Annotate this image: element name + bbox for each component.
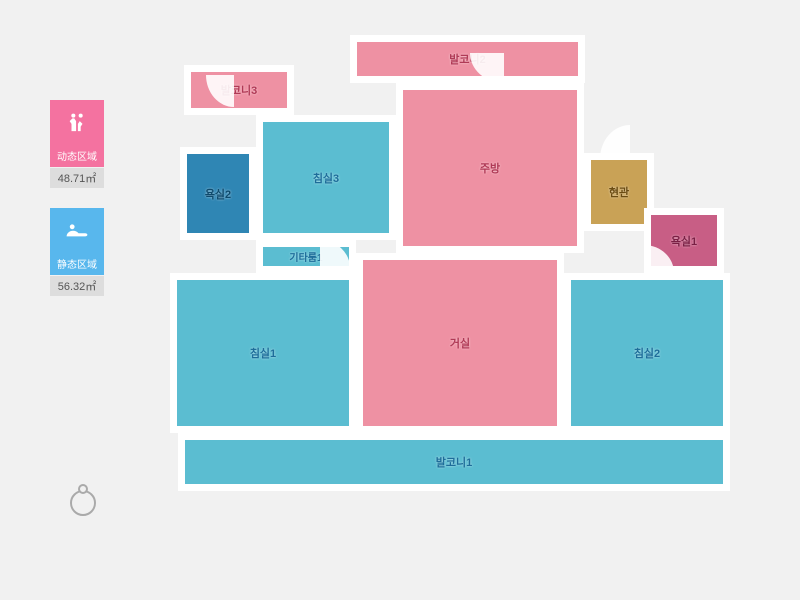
floorplan: 발코니2 발코니3 침실3 욕실2 주방현관기타룸1 욕실1 거실침실1 침실2 발코니1 [170, 35, 750, 555]
room-label-living: 거실 [450, 335, 470, 351]
legend-dynamic-label: 动态区域 [50, 144, 104, 167]
room-label-entry: 현관 [609, 184, 629, 200]
room-balcony1: 발코니1 [178, 433, 730, 491]
legend-static: 静态区域 56.32㎡ [50, 208, 104, 296]
room-label-bath1: 욕실1 [671, 233, 697, 249]
legend-static-value: 56.32㎡ [50, 276, 104, 296]
room-label-room2: 침실2 [634, 345, 660, 361]
room-balcony3: 발코니3 [184, 65, 294, 115]
room-label-room1: 침실1 [250, 345, 276, 361]
room-label-etc1: 기타룸1 [289, 249, 322, 264]
dynamic-zone-icon [50, 100, 104, 144]
room-label-bath2: 욕실2 [205, 186, 231, 202]
static-zone-icon [50, 208, 104, 252]
room-kitchen: 주방 [396, 83, 584, 253]
legend-dynamic: 动态区域 48.71㎡ [50, 100, 104, 188]
room-living: 거실 [356, 253, 564, 433]
room-label-kitchen: 주방 [480, 160, 500, 176]
legend-panel: 动态区域 48.71㎡ 静态区域 56.32㎡ [50, 100, 110, 316]
room-label-room3: 침실3 [313, 170, 339, 186]
room-room2: 침실2 [564, 273, 730, 433]
compass-icon [70, 490, 96, 516]
room-balcony2: 발코니2 [350, 35, 585, 83]
legend-static-label: 静态区域 [50, 252, 104, 275]
room-room1: 침실1 [170, 273, 356, 433]
room-room3: 침실3 [256, 115, 396, 240]
legend-dynamic-value: 48.71㎡ [50, 168, 104, 188]
door-swing [600, 125, 630, 159]
room-label-balcony1: 발코니1 [436, 454, 472, 470]
room-bath2: 욕실2 [180, 147, 256, 240]
